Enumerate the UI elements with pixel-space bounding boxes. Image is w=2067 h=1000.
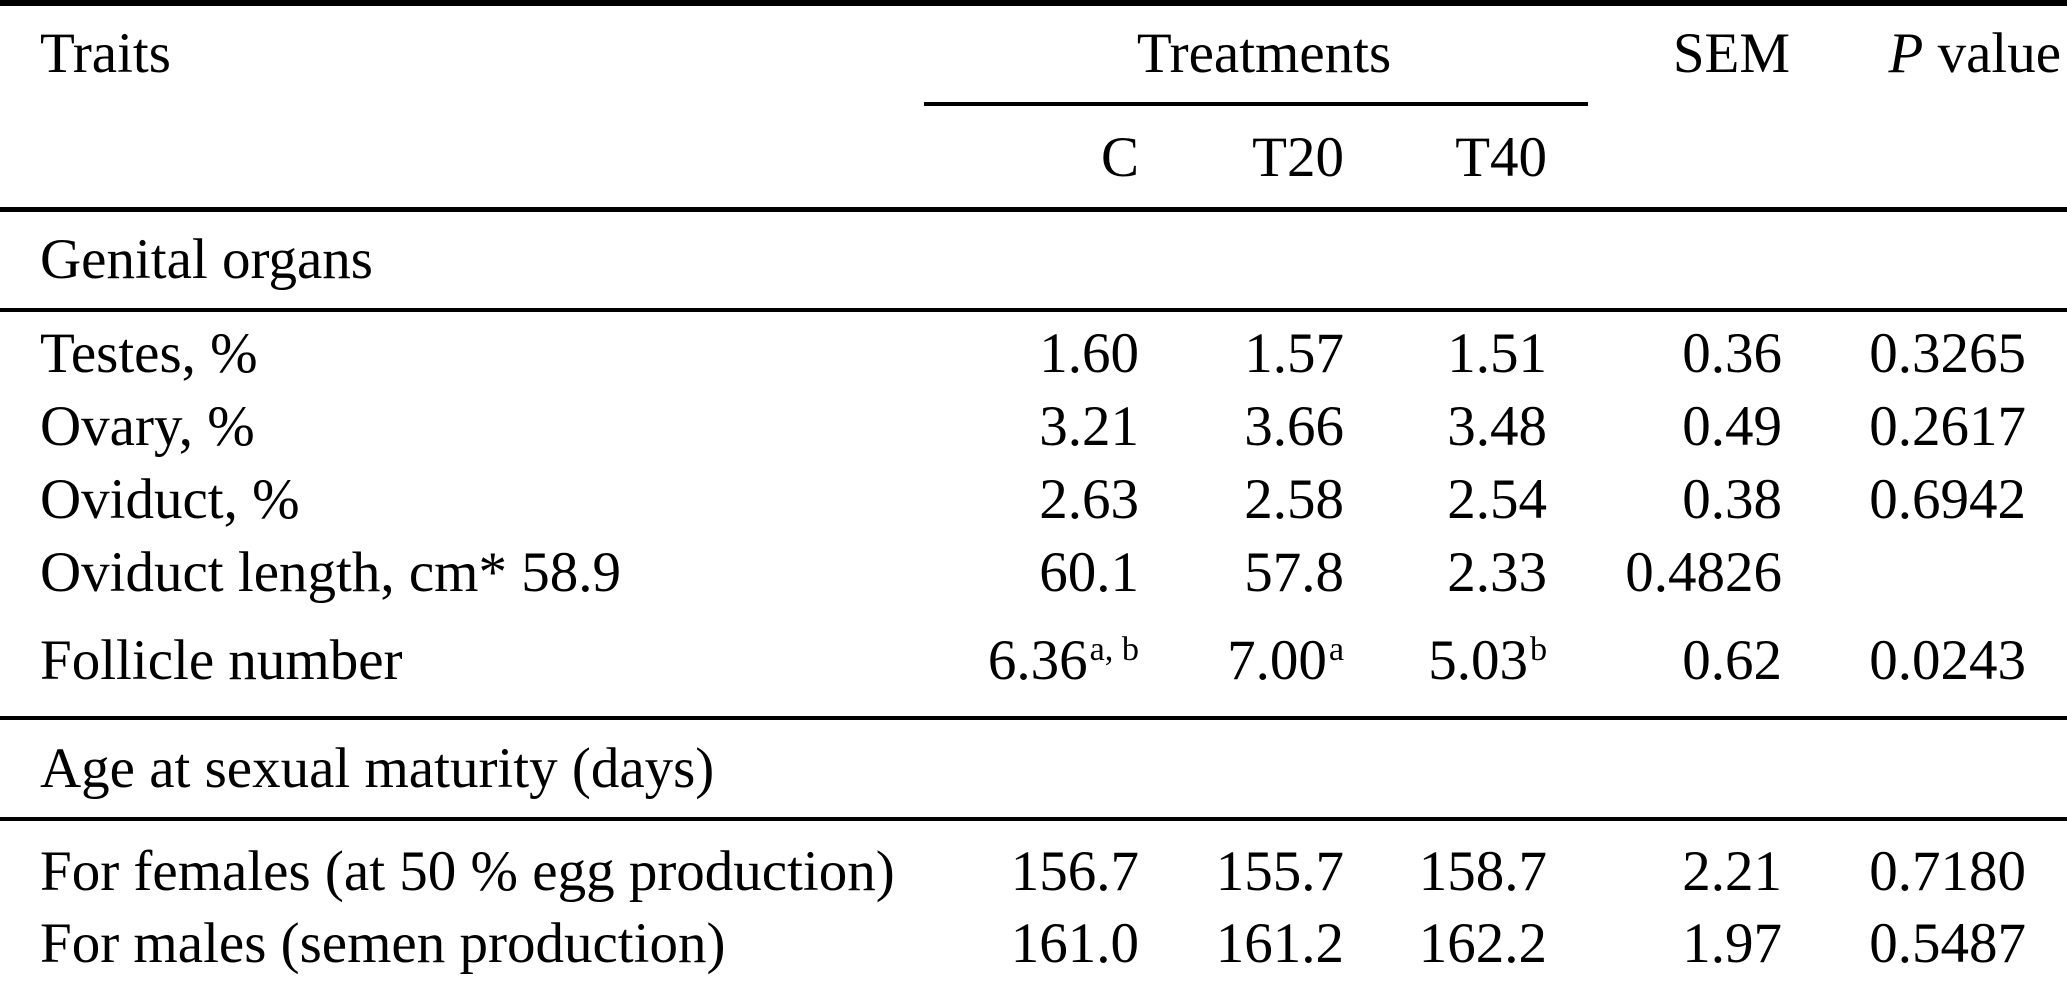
col-header-traits: Traits bbox=[40, 22, 171, 85]
superscript-label: b bbox=[1529, 630, 1548, 668]
value-cell-p: 0.0243 bbox=[1790, 612, 2067, 721]
empty-cell bbox=[1548, 109, 1791, 212]
value-cell-t20: 1.57 bbox=[1244, 322, 1344, 386]
value-cell-t20: 7.00a bbox=[1140, 612, 1345, 721]
value-cell-p bbox=[1790, 540, 2067, 613]
value-cell-p: 0.6942 bbox=[1869, 467, 2027, 531]
superscript-label: a, b bbox=[1089, 630, 1139, 668]
trait-cell: Oviduct length, cm* 58.9 bbox=[40, 540, 621, 604]
value-cell-c: 6.36a, b bbox=[980, 612, 1140, 721]
value-cell-t40: 2.54 bbox=[1447, 467, 1548, 531]
value-cell-sem: 0.4826 bbox=[1625, 540, 1783, 604]
value-cell-p: 0.3265 bbox=[1869, 322, 2027, 386]
value-cell-p: 0.2617 bbox=[1869, 395, 2027, 458]
section-title: Genital organs bbox=[0, 209, 2067, 312]
empty-cell bbox=[0, 109, 980, 212]
value-cell-t40: 1.51 bbox=[1447, 322, 1548, 386]
value-cell-c: 2.63 bbox=[1039, 467, 1139, 531]
value-cell-t20: 161.2 bbox=[1215, 912, 1344, 976]
table-row: For females (at 50 % egg production) 156.… bbox=[0, 819, 2067, 911]
value-cell-t20: 155.7 bbox=[1215, 839, 1344, 903]
section-title: Age at sexual maturity (days) bbox=[0, 718, 2067, 822]
value-cell-t40: 3.48 bbox=[1447, 395, 1548, 458]
value-cell-sem: 0.38 bbox=[1682, 467, 1783, 531]
trait-cell: Testes, % bbox=[40, 322, 258, 386]
value-cell-p: 0.7180 bbox=[1869, 839, 2027, 903]
value-cell-c: 1.60 bbox=[1039, 322, 1139, 386]
col-header-c: C bbox=[980, 109, 1140, 212]
section-title-row: Age at sexual maturity (days) bbox=[0, 718, 2067, 822]
empty-cell bbox=[1790, 109, 2067, 212]
value-cell-t40: 158.7 bbox=[1418, 839, 1548, 903]
trait-cell: Follicle number bbox=[0, 612, 980, 721]
trait-cell: For males (semen production) bbox=[40, 912, 726, 976]
value-cell-t40: 162.2 bbox=[1418, 912, 1548, 976]
table-head: Traits Treatments SEM P value C T20 T40 bbox=[0, 3, 2067, 212]
value-cell-t20: 57.8 bbox=[1244, 540, 1344, 604]
value-cell-c: 60.1 bbox=[1039, 540, 1139, 604]
value-cell-sem: 0.36 bbox=[1682, 322, 1783, 386]
value-cell-c: 156.7 bbox=[1010, 839, 1139, 903]
p-symbol: P bbox=[1888, 22, 1924, 85]
table-row: Ovary, % 3.21 3.66 3.48 0.49 0.2617 bbox=[0, 394, 2067, 467]
superscript-label: a bbox=[1328, 630, 1344, 668]
trait-cell: For females (at 50 % egg production) bbox=[40, 839, 895, 903]
value-cell-sem: 0.62 bbox=[1548, 612, 1791, 721]
value-cell-t20: 2.58 bbox=[1244, 467, 1344, 531]
treatment-subheader-row: C T20 T40 bbox=[0, 109, 2067, 212]
col-header-t20: T20 bbox=[1140, 109, 1345, 212]
table-row: Follicle number 6.36a, b 7.00a 5.03b 0.62 0.0… bbox=[0, 612, 2067, 721]
value-cell-t40: 2.33 bbox=[1447, 540, 1548, 604]
table-row: Testes, % 1.60 1.57 1.51 0.36 0.3265 bbox=[0, 310, 2067, 394]
p-word: value bbox=[1937, 22, 2062, 85]
col-header-treatments: Treatments bbox=[1136, 22, 1392, 85]
value-cell-c: 161.0 bbox=[1010, 912, 1139, 976]
value-cell-c: 3.21 bbox=[1039, 395, 1139, 458]
table-row: Oviduct, % 2.63 2.58 2.54 0.38 0.6942 bbox=[0, 467, 2067, 540]
value-cell-sem: 2.21 bbox=[1682, 839, 1783, 903]
table-section: Genital organs Testes, % 1.60 1.57 1.51 0.36 0… bbox=[0, 209, 2067, 721]
value-cell-p: 0.5487 bbox=[1869, 912, 2027, 976]
table-section: Age at sexual maturity (days) For females… bbox=[0, 718, 2067, 1000]
value-cell-t20: 3.66 bbox=[1244, 395, 1344, 458]
col-header-t40: T40 bbox=[1345, 109, 1549, 212]
trait-cell: Oviduct, % bbox=[40, 467, 300, 531]
table-row: For males (semen production) 161.0 161.2 16… bbox=[0, 911, 2067, 1000]
value-cell-sem: 0.49 bbox=[1682, 395, 1783, 458]
value-cell-sem: 1.97 bbox=[1682, 912, 1783, 976]
trait-cell: Ovary, % bbox=[40, 395, 255, 458]
treatments-underline bbox=[924, 102, 1588, 106]
table-row: Oviduct length, cm* 58.9 60.1 57.8 2.33 0.48… bbox=[0, 540, 2067, 613]
col-header-pvalue: P value bbox=[1790, 3, 2067, 109]
table-header-row: Traits Treatments SEM P value bbox=[0, 3, 2067, 109]
value-cell-t40: 5.03b bbox=[1345, 612, 1549, 721]
section-title-row: Genital organs bbox=[0, 209, 2067, 312]
col-header-sem: SEM bbox=[1672, 22, 1791, 85]
